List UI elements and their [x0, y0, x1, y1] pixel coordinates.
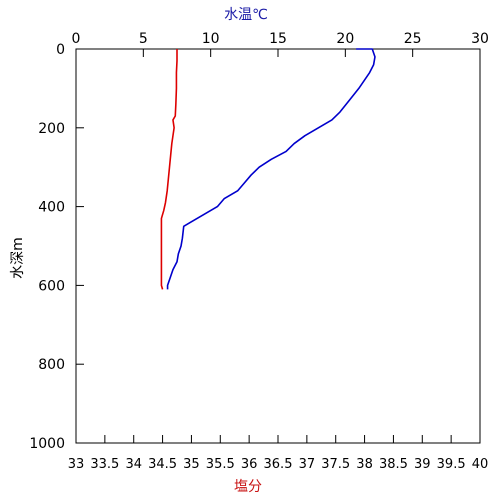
top-tick-label: 30: [471, 31, 489, 47]
left-tick-label: 800: [38, 357, 65, 373]
bottom-tick-label: 36: [241, 457, 258, 472]
bottom-axis-label: 塩分: [234, 479, 262, 495]
series-layer: [160, 48, 376, 290]
bottom-tick-label: 37.5: [321, 457, 350, 472]
top-tick-label: 20: [336, 31, 354, 47]
bottom-tick-label: 33.5: [90, 457, 119, 472]
top-axis-label: 水温℃: [224, 7, 268, 23]
top-tick-label: 0: [72, 31, 81, 47]
left-tick-label: 600: [38, 278, 65, 294]
bottom-axis-ticks: 33 33.5 34 34.5 35 35.5 36 36.5 37 37.5 38 38.5 39 39…: [68, 435, 489, 472]
left-tick-label: 200: [38, 121, 65, 137]
bottom-tick-label: 34: [125, 457, 142, 472]
top-tick-label: 15: [269, 31, 287, 47]
plot-area: [75, 48, 481, 444]
left-tick-label: 400: [38, 200, 65, 216]
left-axis-label: 水深m: [10, 237, 26, 279]
top-tick-label: 25: [404, 31, 422, 47]
bottom-tick-label: 35.5: [206, 457, 235, 472]
top-axis-ticks: 0 5 10 15 20 25 30: [72, 31, 489, 57]
left-tick-label: 0: [56, 42, 65, 58]
series-line-0: [166, 48, 376, 290]
bottom-tick-label: 34.5: [148, 457, 177, 472]
top-tick-label: 10: [202, 31, 220, 47]
left-axis-ticks: 0 200 400 600 800 1000: [29, 42, 84, 452]
top-tick-label: 5: [139, 31, 148, 47]
bottom-tick-label: 36.5: [264, 457, 293, 472]
left-tick-label: 1000: [29, 436, 65, 452]
bottom-tick-label: 38.5: [379, 457, 408, 472]
series-line-1: [160, 49, 178, 290]
bottom-tick-label: 33: [68, 457, 85, 472]
bottom-tick-label: 37: [299, 457, 316, 472]
bottom-tick-label: 39.5: [437, 457, 466, 472]
bottom-tick-label: 39: [414, 457, 431, 472]
bottom-tick-label: 40: [472, 457, 489, 472]
bottom-tick-label: 35: [183, 457, 200, 472]
bottom-tick-label: 38: [356, 457, 373, 472]
